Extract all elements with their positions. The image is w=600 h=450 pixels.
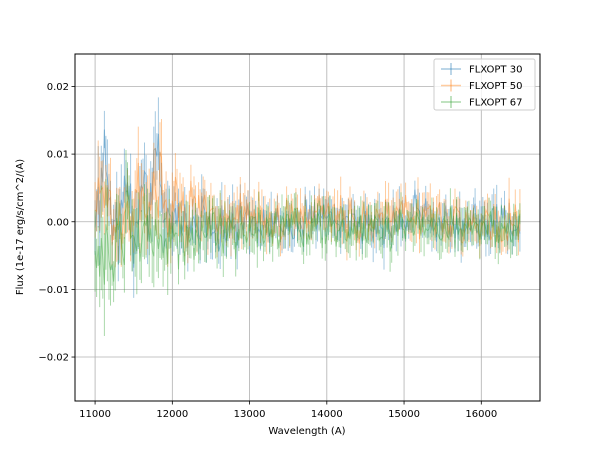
error-bars (94, 97, 521, 298)
series-1 (94, 119, 521, 268)
legend-label: FLXOPT 50 (469, 81, 522, 92)
x-tick-label: 12000 (156, 409, 188, 420)
plot-series (94, 97, 521, 336)
error-bars (94, 119, 521, 268)
axis-ticks: 11000 12000 13000 14000 15000 16000 −0.02 −0.01… (38, 82, 497, 420)
error-bars (94, 150, 521, 336)
y-tick-label: 0.02 (47, 82, 69, 93)
y-tick-label: −0.01 (38, 285, 69, 296)
y-tick-label: −0.02 (38, 353, 69, 364)
x-tick-label: 16000 (465, 409, 497, 420)
x-tick-label: 14000 (311, 409, 343, 420)
legend: FLXOPT 30 FLXOPT 50 FLXOPT 67 (433, 58, 536, 111)
y-tick-label: 0.01 (47, 150, 69, 161)
legend-label: FLXOPT 30 (469, 65, 522, 76)
series-2 (94, 150, 521, 336)
x-tick-label: 15000 (388, 409, 420, 420)
legend-box (433, 58, 536, 111)
x-tick-label: 13000 (234, 409, 266, 420)
y-tick-label: 0.00 (47, 217, 69, 228)
x-axis-label: Wavelength (A) (268, 426, 345, 437)
y-axis-label: Flux (1e-17 erg/s/cm^2/(A) (15, 159, 26, 295)
plot-frame (74, 53, 541, 402)
x-tick-label: 11000 (79, 409, 111, 420)
series-line (94, 190, 521, 285)
legend-label: FLXOPT 67 (469, 98, 522, 109)
series-0 (94, 97, 521, 298)
grid (75, 54, 540, 401)
series-line (94, 129, 521, 268)
series-line (94, 151, 521, 250)
